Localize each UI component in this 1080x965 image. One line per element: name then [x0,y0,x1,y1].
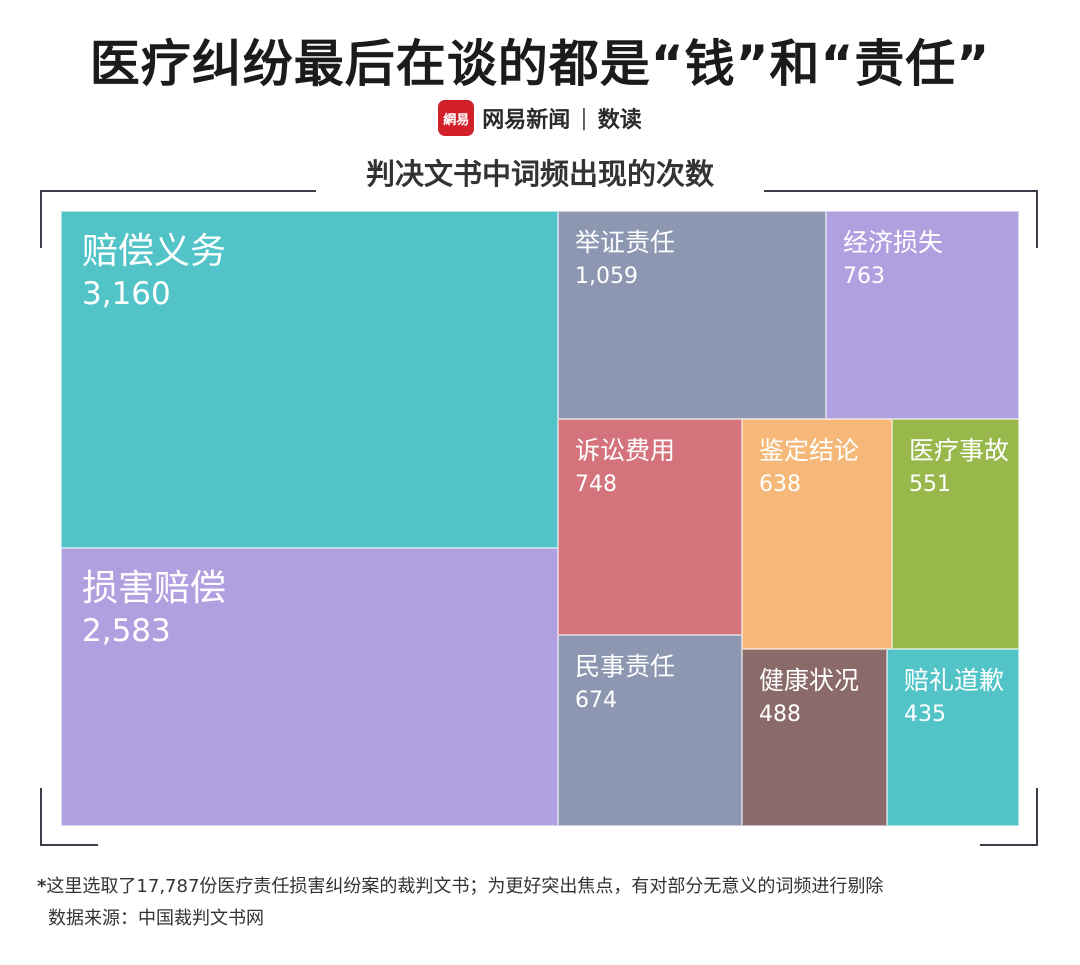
tile-value: 3,160 [82,276,171,312]
tile-value: 435 [904,702,946,727]
frame-corner-bl-h [40,844,98,846]
tile-label: 民事责任 [575,652,676,681]
tile-value: 638 [759,472,801,497]
tile-label: 经济损失 [843,228,944,257]
subtitle-rule-left [40,190,316,192]
treemap-tile: 健康状况 488 [742,649,887,826]
treemap-tile: 赔偿义务 3,160 [61,211,558,548]
frame-corner-br [1036,788,1038,846]
tile-label: 鉴定结论 [759,436,860,465]
tile-label: 健康状况 [759,666,860,695]
tile-value: 551 [909,472,951,497]
tile-label: 赔偿义务 [82,231,227,272]
brand-separator: | [580,105,588,131]
frame-corner-br-h [980,844,1038,846]
chart-subtitle-row: 判决文书中词频出现的次数 [0,152,1080,202]
data-source: 数据来源：中国裁判文书网 [48,908,264,929]
treemap-tile: 民事责任 674 [558,635,742,826]
tile-value: 748 [575,472,617,497]
brand-bar: 網易 网易新闻 | 数读 [0,100,1080,136]
treemap-tile: 经济损失 763 [826,211,1019,419]
tile-label: 赔礼道歉 [904,666,1005,695]
treemap-tile: 举证责任 1,059 [558,211,826,419]
page-title: 医疗纠纷最后在谈的都是“钱”和“责任” [89,35,991,93]
netease-logo-icon: 網易 [438,100,475,136]
tile-value: 1,059 [575,264,638,289]
treemap-chart: 赔偿义务 3,160 损害赔偿 2,583 举证责任 1,059 经济损失 763 诉讼费用 74… [61,211,1019,826]
treemap-tile: 医疗事故 551 [892,419,1019,649]
treemap-tile: 赔礼道歉 435 [887,649,1019,826]
tile-label: 诉讼费用 [575,436,676,465]
frame-corner-bl [40,788,42,846]
tile-value: 488 [759,702,801,727]
subtitle-rule-right [764,190,1038,192]
tile-label: 举证责任 [575,228,676,257]
footnote-star: * [37,876,47,897]
footnote: *这里选取了17,787份医疗责任损害纠纷案的裁判文书；为更好突出焦点，有对部分… [37,872,883,902]
tile-label: 医疗事故 [909,436,1010,465]
treemap-tile: 诉讼费用 748 [558,419,742,635]
frame-corner-tl [40,190,42,248]
frame-corner-tr [1036,190,1038,248]
treemap-tile: 鉴定结论 638 [742,419,892,649]
chart-title: 判决文书中词频出现的次数 [365,157,714,191]
footnote-text: 这里选取了17,787份医疗责任损害纠纷案的裁判文书；为更好突出焦点，有对部分无… [46,876,884,897]
brand-name: 网易新闻 [482,108,571,133]
tile-value: 2,583 [82,613,171,649]
tile-label: 损害赔偿 [82,568,227,609]
tile-value: 674 [575,688,617,713]
brand-section: 数读 [597,108,642,133]
tile-value: 763 [843,264,885,289]
treemap-tile: 损害赔偿 2,583 [61,548,558,826]
